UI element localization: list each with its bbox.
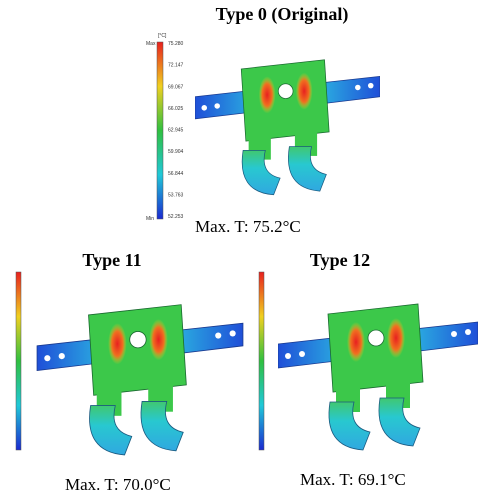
figure: Type 0 (Original) [°C] Max Min 75.280 72.… <box>0 0 482 495</box>
colorbar-label: 62.945 <box>168 128 184 134</box>
thermal-part <box>37 305 243 455</box>
colorbar-label: 72.147 <box>168 63 184 69</box>
colorbar-label: 59.904 <box>168 149 184 155</box>
colorbar <box>157 42 163 219</box>
colorbar-max: Max <box>146 41 156 47</box>
caption: Max. T: 69.1°C <box>300 470 406 489</box>
colorbar-label: 75.280 <box>168 41 184 47</box>
colorbar <box>16 272 21 450</box>
colorbar <box>259 272 264 450</box>
panel-title: Type 12 <box>310 250 370 270</box>
panel-title: Type 0 (Original) <box>216 4 349 25</box>
caption: Max. T: 75.2°C <box>195 217 301 236</box>
colorbar-unit: [°C] <box>158 33 167 39</box>
colorbar-label: 53.763 <box>168 192 184 198</box>
panel-title: Type 11 <box>82 250 141 270</box>
colorbar-labels: 75.280 72.147 69.067 66.025 62.945 59.904 56.8… <box>168 41 184 220</box>
thermal-part <box>195 60 380 195</box>
colorbar-label: 52.253 <box>168 214 184 220</box>
colorbar-label: 69.067 <box>168 84 184 90</box>
colorbar-label: 66.025 <box>168 106 184 112</box>
colorbar-label: 56.844 <box>168 171 184 177</box>
thermal-part <box>278 304 478 450</box>
caption: Max. T: 70.0°C <box>65 475 171 494</box>
colorbar-min: Min <box>146 216 154 222</box>
